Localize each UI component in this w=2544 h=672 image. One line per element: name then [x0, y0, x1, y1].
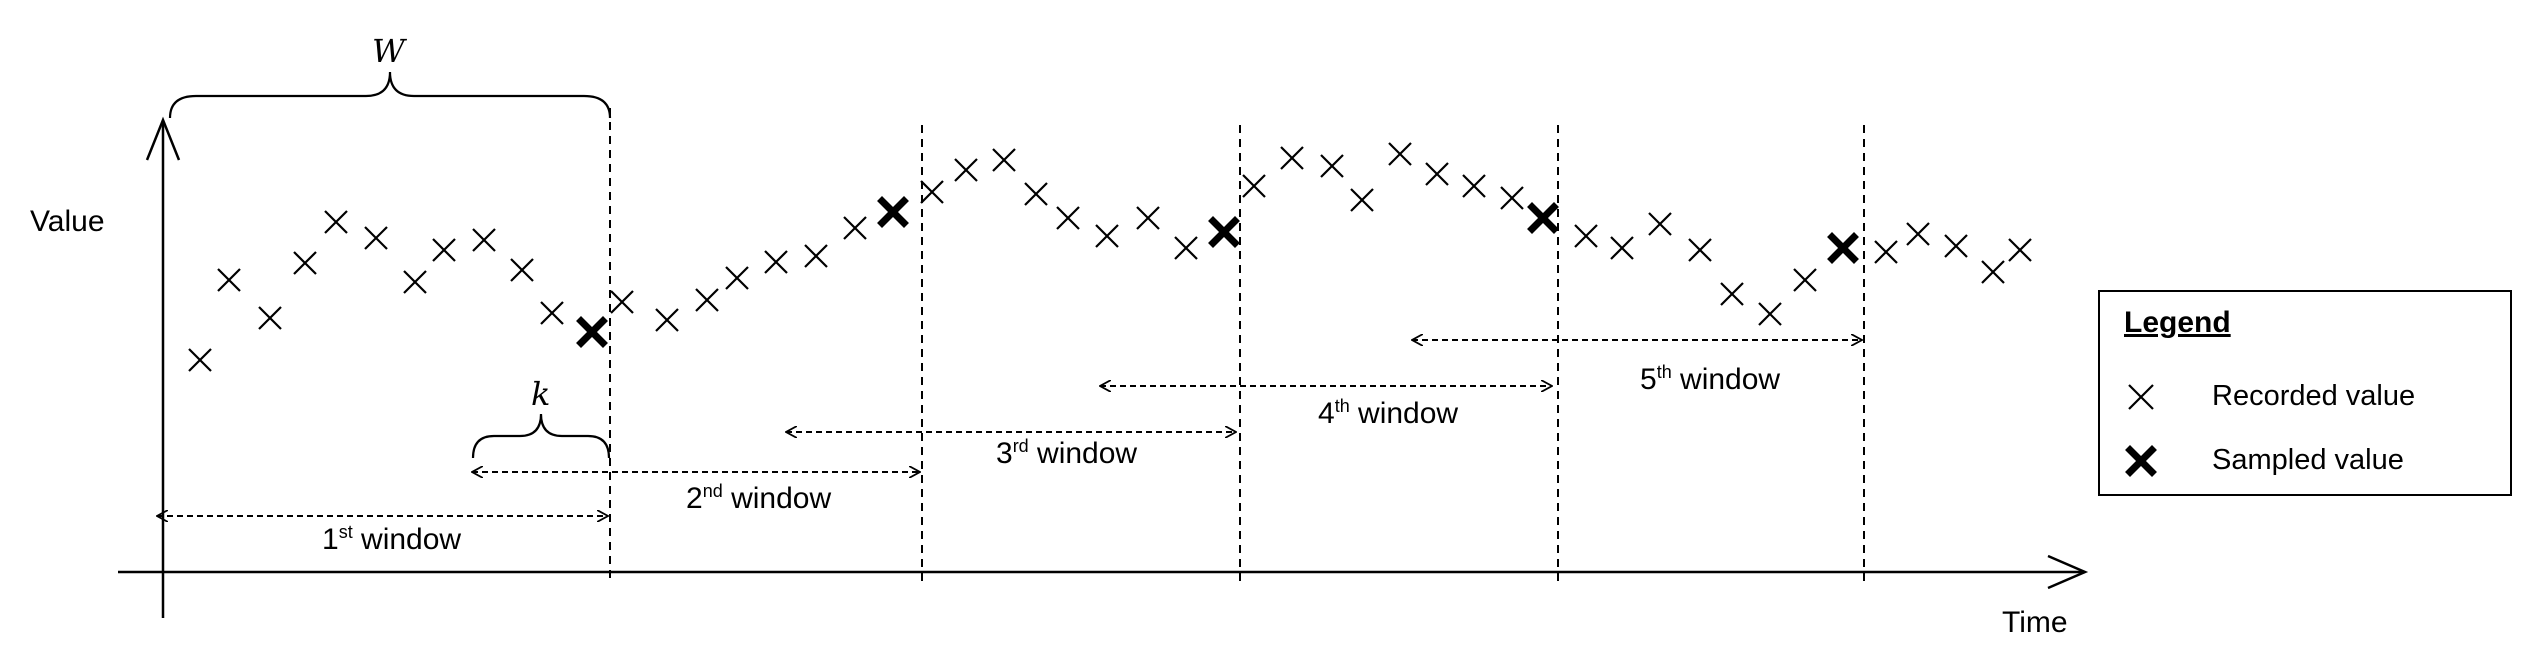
window-boundaries — [609, 108, 1865, 582]
sampled-value-mark — [1827, 232, 1859, 264]
sampled-value-mark — [877, 196, 909, 228]
recorded-value-mark — [1388, 142, 1412, 166]
legend-item-sampled: Sampled value — [2124, 440, 2494, 480]
recorded-value-mark — [1793, 268, 1817, 292]
recorded-value-mark — [432, 238, 456, 262]
recorded-value-mark — [1874, 240, 1898, 264]
recorded-value-mark — [1758, 302, 1782, 326]
window-label-3: 3rd window — [996, 436, 1137, 470]
sampled-value-mark — [576, 316, 608, 348]
step-symbol: k — [531, 375, 550, 413]
recorded-value-mark — [1648, 212, 1672, 236]
recorded-value-mark — [258, 306, 282, 330]
window-size-brace — [168, 71, 612, 119]
recorded-value-mark — [1720, 282, 1744, 306]
sampled-values — [576, 196, 1859, 348]
recorded-value-mark — [1136, 206, 1160, 230]
window-label-5: 5th window — [1640, 362, 1780, 396]
recorded-value-mark — [764, 250, 788, 274]
recorded-value-mark — [655, 308, 679, 332]
window-size-symbol: W — [372, 32, 408, 70]
x-axis-arrowhead — [2047, 554, 2089, 590]
y-axis-label: Value — [30, 205, 105, 238]
window-label-1: 1st window — [322, 522, 461, 556]
recorded-value-mark — [1500, 186, 1524, 210]
sampled-value-mark — [1527, 202, 1559, 234]
recorded-value-mark — [1350, 188, 1374, 212]
recorded-value-mark — [992, 148, 1016, 172]
thin-x-icon — [2128, 384, 2154, 410]
legend-label-recorded: Recorded value — [2212, 380, 2416, 412]
legend-label-sampled: Sampled value — [2212, 444, 2404, 476]
recorded-value-mark — [1280, 146, 1304, 170]
legend: Legend Recorded value Sampled value — [2098, 290, 2512, 496]
legend-title: Legend — [2124, 306, 2231, 339]
recorded-value-mark — [1242, 174, 1266, 198]
window-spans: 1st window 2nd window 3rd window 4th win… — [157, 340, 1862, 556]
recorded-value-mark — [217, 268, 241, 292]
recorded-value-mark — [1610, 236, 1634, 260]
sampled-value-mark — [1208, 216, 1240, 248]
recorded-value-mark — [804, 244, 828, 268]
x-axis-label: Time — [2002, 606, 2068, 639]
recorded-value-mark — [695, 288, 719, 312]
recorded-value-mark — [1056, 206, 1080, 230]
recorded-value-mark — [920, 180, 944, 204]
recorded-value-mark — [540, 301, 564, 325]
recorded-value-mark — [1688, 238, 1712, 262]
recorded-value-mark — [954, 158, 978, 182]
recorded-value-mark — [510, 258, 534, 282]
recorded-value-mark — [1024, 182, 1048, 206]
window-label-2: 2nd window — [686, 481, 831, 515]
recorded-value-mark — [1425, 162, 1449, 186]
recorded-value-mark — [1574, 224, 1598, 248]
recorded-value-mark — [1462, 174, 1486, 198]
recorded-value-mark — [1944, 234, 1968, 258]
y-axis-arrowhead — [145, 116, 181, 161]
bold-x-icon — [2125, 445, 2157, 477]
recorded-value-mark — [472, 228, 496, 252]
recorded-value-mark — [1095, 224, 1119, 248]
recorded-value-mark — [725, 266, 749, 290]
recorded-value-mark — [1906, 222, 1930, 246]
recorded-value-mark — [324, 210, 348, 234]
recorded-value-mark — [364, 226, 388, 250]
recorded-value-mark — [188, 348, 212, 372]
window-label-4: 4th window — [1318, 396, 1458, 430]
legend-item-recorded: Recorded value — [2124, 376, 2494, 416]
recorded-values — [188, 142, 2032, 372]
recorded-value-mark — [2008, 238, 2032, 262]
recorded-value-mark — [843, 216, 867, 240]
recorded-value-mark — [1320, 154, 1344, 178]
recorded-value-mark — [1174, 236, 1198, 260]
recorded-value-mark — [293, 251, 317, 275]
recorded-value-mark — [610, 290, 634, 314]
axes — [118, 116, 2089, 618]
step-brace — [471, 413, 611, 459]
recorded-value-mark — [1981, 260, 2005, 284]
recorded-value-mark — [403, 270, 427, 294]
